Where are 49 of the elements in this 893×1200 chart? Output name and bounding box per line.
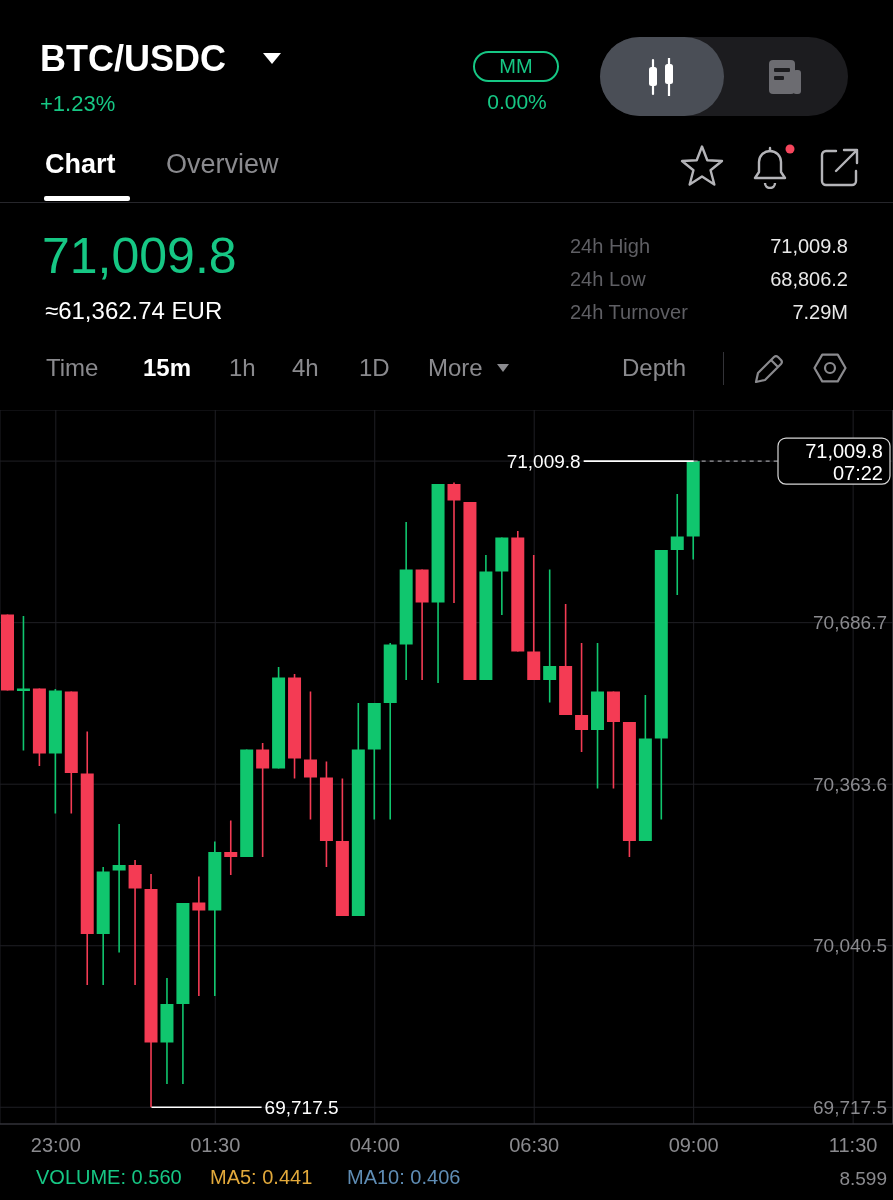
candlestick [543,568,557,704]
x-tick-label: 06:30 [509,1134,560,1157]
text: 24h Turnover [570,301,688,324]
text: 0.00% [486,90,548,115]
ref-line-label: 69,717.5 [264,1096,339,1118]
ref-line-label: 71,009.8 [805,440,883,463]
x-tick-label: 01:30 [190,1134,241,1157]
candlestick [670,493,684,596]
x-tick-label: 04:00 [349,1134,400,1157]
candlestick [112,823,126,954]
text: MA5: 0.441 [210,1166,313,1189]
text: 15m [143,354,192,382]
candlestick [575,642,589,753]
text: 71,009.8 [42,228,237,286]
y-tick-label: 70,686.7 [813,612,887,634]
candlestick [192,875,206,997]
chart-subtitle: +1.23% [40,91,116,117]
annotation: 71,009.8 [506,450,581,472]
chart-title: BTC/USDC [40,38,226,80]
text: ≈61,362.74 EUR [45,297,223,325]
candlestick [303,690,317,821]
text: Depth [622,354,687,382]
text: 4h [292,354,319,382]
text: Chart [45,149,116,181]
candlestick [447,481,461,604]
y-tick-label: 69,717.5 [813,1096,887,1118]
text: VOLUME: 0.560 [36,1166,182,1189]
text: 1D [359,354,390,382]
x-tick-label: 11:30 [828,1134,878,1157]
y-tick-label: 70,363.6 [813,773,887,795]
text: Overview [166,149,279,181]
x-tick-label: 09:00 [668,1134,719,1157]
text: 7.29M [792,301,848,324]
y-tick-label: 70,040.5 [813,935,887,957]
text: 24h High [570,235,651,258]
text: MM [473,51,559,82]
text: MA10: 0.406 [347,1166,461,1189]
text: 8.599 [839,1168,887,1190]
text: 24h Low [570,268,646,291]
candlestick [128,859,142,986]
annotation: 07:22 [832,462,883,485]
candlestick [256,742,270,858]
text: More [428,354,483,382]
text: 68,806.2 [770,268,848,291]
x-tick-label: 23:00 [30,1134,81,1157]
text: 1h [229,354,256,382]
candlestick [224,819,238,876]
text: Time [46,354,99,382]
text: 71,009.8 [770,235,848,258]
